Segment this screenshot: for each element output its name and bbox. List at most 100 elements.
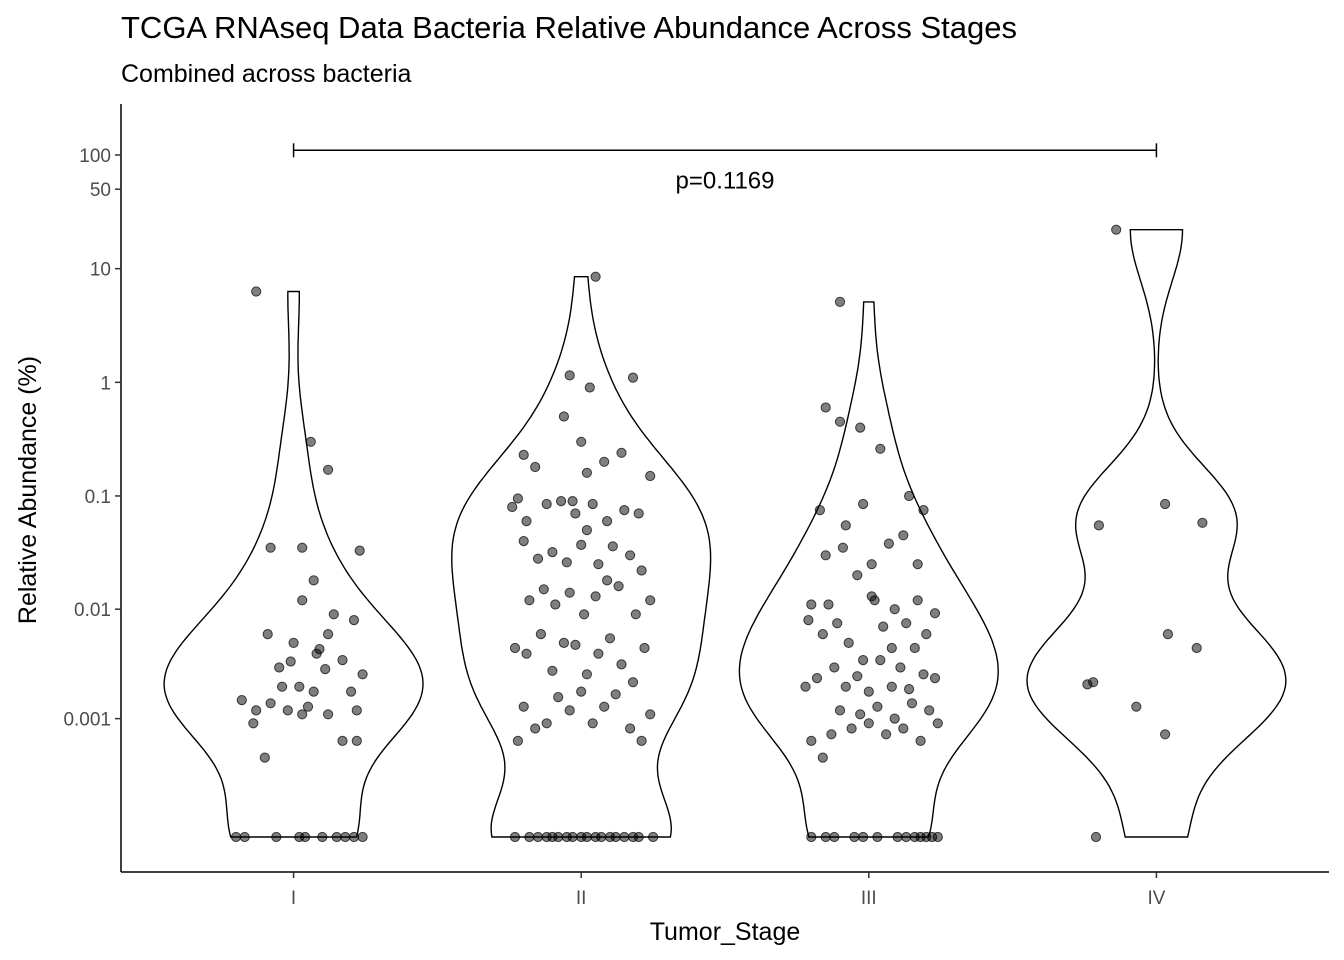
data-point [285,656,296,667]
x-tick-label: I [291,888,296,909]
y-tick-label: 1 [100,373,111,394]
data-point [806,599,817,610]
data-point [852,671,863,682]
data-point [1088,677,1099,688]
data-point [265,542,276,553]
data-point [561,557,572,568]
data-point [924,705,935,716]
data-point [817,629,828,640]
data-point [524,595,535,606]
data-point [866,559,877,570]
data-point [855,422,866,433]
y-tick-label: 0.01 [74,600,111,621]
data-point [909,642,920,654]
y-tick-label: 0.1 [85,487,111,508]
data-point [904,490,915,502]
data-point [645,470,656,482]
data-point [610,831,621,843]
data-point [512,493,524,504]
data-point [532,553,544,564]
data-point [509,831,521,843]
data-point [625,723,636,734]
data-point [912,595,923,606]
data-point [320,664,331,675]
data-point [550,599,561,610]
data-point [337,735,348,747]
data-point [547,665,558,676]
data-point [863,718,874,729]
data-point [590,591,601,602]
data-point [837,542,849,553]
data-point [323,709,334,720]
data-point [627,677,639,688]
data-point [564,370,575,381]
data-point [1197,517,1208,528]
data-point [524,831,535,843]
data-point [564,587,575,598]
data-point [840,681,851,692]
data-point [512,735,524,747]
data-point [300,831,311,843]
data-point [564,705,575,716]
axes-layer [120,104,1329,873]
data-point [518,701,529,712]
data-point [619,505,630,516]
data-point [625,550,636,561]
data-point [251,705,262,716]
data-point [348,615,360,626]
data-point [901,618,912,629]
data-point [599,701,610,712]
data-point [328,609,339,620]
y-ticks: 0.001 0.01 0.1 1 10 50 100 [63,146,121,731]
data-point [576,436,587,447]
data-point [576,539,587,551]
data-point [314,644,325,655]
data-point [881,729,892,740]
data-point [581,669,593,680]
data-point [886,681,897,692]
data-point [843,637,854,649]
data-point [297,595,308,606]
x-tick-label: IV [1147,888,1165,909]
data-point [507,501,518,513]
data-point [648,831,659,843]
data-point [248,718,259,729]
data-point [518,536,529,547]
data-point [547,547,558,558]
data-point [556,496,567,507]
data-point [645,595,656,606]
data-point [509,642,521,654]
x-tick-label: II [576,888,587,909]
data-point [323,629,334,640]
data-point [840,520,851,531]
data-point [855,709,866,720]
data-point [823,599,834,610]
chart-subtitle: Combined across bacteria [121,60,412,88]
data-point [915,735,926,747]
data-point [346,686,357,697]
data-point [834,416,846,427]
data-point [581,525,593,536]
data-point [271,831,282,843]
data-point [553,831,564,843]
violin-III [738,301,999,838]
data-point [901,831,912,843]
data-point [929,608,941,619]
data-point [521,516,532,527]
data-point [541,498,552,510]
p-value-label: p=0.1169 [676,167,775,194]
x-axis-title: Tumor_Stage [650,918,801,946]
data-point [351,705,362,716]
x-ticks: I II III IV [291,872,1166,909]
data-point [875,443,886,454]
data-point [297,542,308,553]
data-point [858,831,869,843]
data-point [323,464,334,475]
data-point [904,684,915,695]
y-tick-label: 10 [90,260,111,281]
data-point [587,718,598,729]
data-point [302,701,314,712]
data-point [579,609,590,620]
data-point [576,686,587,697]
data-point [567,496,578,507]
